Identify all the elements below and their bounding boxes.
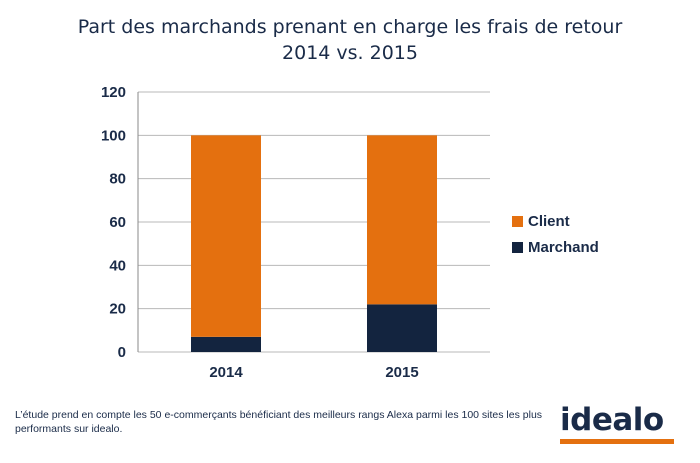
y-tick-label-80: 80	[109, 171, 126, 188]
x-tick-label-2014: 2014	[209, 364, 243, 381]
footnote: L’étude prend en compte les 50 e-commerç…	[15, 409, 543, 435]
legend-label-marchand: Marchand	[528, 238, 599, 256]
bar-marchand-2014	[191, 336, 261, 352]
idealo-logo: idealo	[560, 402, 664, 438]
chart-subtitle: 2014 vs. 2015	[282, 42, 418, 64]
y-tick-label-0: 0	[118, 344, 126, 361]
legend-label-client: Client	[528, 212, 570, 230]
legend-swatch-marchand	[512, 241, 523, 253]
x-tick-label-2015: 2015	[385, 364, 418, 381]
bar-marchand-2015	[367, 304, 437, 352]
bar-client-2015	[367, 135, 437, 305]
legend-item-client: Client	[512, 208, 599, 234]
chart-title-block: Part des marchands prenant en charge les…	[0, 14, 700, 66]
y-tick-label-20: 20	[109, 301, 126, 318]
y-tick-label-100: 100	[101, 127, 126, 144]
legend-item-marchand: Marchand	[512, 234, 599, 260]
bar-client-2014	[191, 135, 261, 337]
idealo-logo-underline	[560, 439, 674, 444]
legend-swatch-client	[512, 215, 523, 227]
y-tick-label-120: 120	[101, 84, 126, 101]
chart-title: Part des marchands prenant en charge les…	[77, 16, 623, 38]
chart-legend: Client Marchand	[512, 208, 599, 260]
y-tick-label-40: 40	[109, 257, 126, 274]
y-tick-label-60: 60	[109, 214, 126, 231]
